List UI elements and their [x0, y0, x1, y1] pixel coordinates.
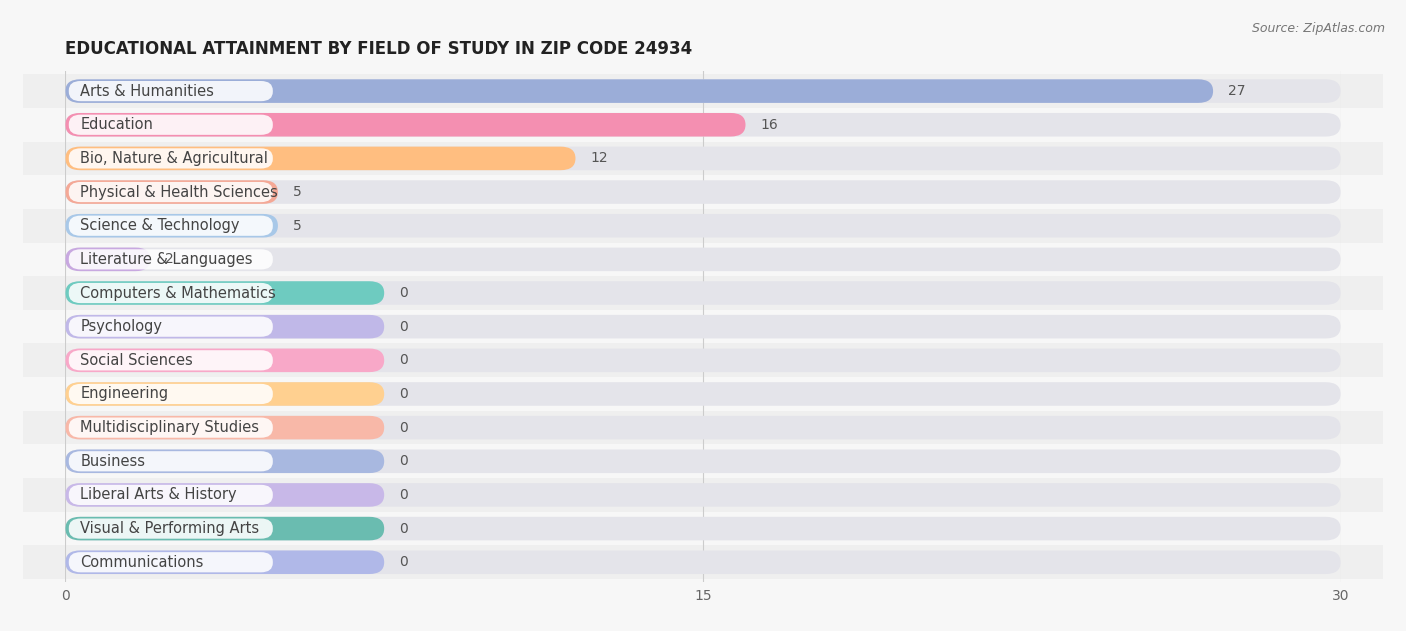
- Bar: [22, 175, 1384, 209]
- Text: 0: 0: [399, 286, 408, 300]
- Bar: [22, 478, 1384, 512]
- Text: Visual & Performing Arts: Visual & Performing Arts: [80, 521, 259, 536]
- FancyBboxPatch shape: [69, 418, 273, 438]
- FancyBboxPatch shape: [66, 517, 1340, 540]
- Bar: [22, 444, 1384, 478]
- Text: 5: 5: [292, 185, 301, 199]
- Text: 5: 5: [292, 219, 301, 233]
- FancyBboxPatch shape: [66, 517, 384, 540]
- FancyBboxPatch shape: [66, 247, 150, 271]
- FancyBboxPatch shape: [66, 550, 384, 574]
- Text: Liberal Arts & History: Liberal Arts & History: [80, 487, 236, 502]
- FancyBboxPatch shape: [69, 451, 273, 471]
- Text: Multidisciplinary Studies: Multidisciplinary Studies: [80, 420, 259, 435]
- Text: Communications: Communications: [80, 555, 204, 570]
- Text: 0: 0: [399, 421, 408, 435]
- FancyBboxPatch shape: [66, 315, 384, 338]
- FancyBboxPatch shape: [66, 146, 1340, 170]
- Text: Source: ZipAtlas.com: Source: ZipAtlas.com: [1251, 22, 1385, 35]
- Bar: [22, 74, 1384, 108]
- Bar: [22, 209, 1384, 242]
- FancyBboxPatch shape: [69, 216, 273, 236]
- Text: Social Sciences: Social Sciences: [80, 353, 193, 368]
- Text: 0: 0: [399, 555, 408, 569]
- Bar: [22, 545, 1384, 579]
- FancyBboxPatch shape: [66, 247, 1340, 271]
- Text: Physical & Health Sciences: Physical & Health Sciences: [80, 184, 278, 199]
- FancyBboxPatch shape: [69, 519, 273, 539]
- Bar: [22, 377, 1384, 411]
- Text: EDUCATIONAL ATTAINMENT BY FIELD OF STUDY IN ZIP CODE 24934: EDUCATIONAL ATTAINMENT BY FIELD OF STUDY…: [66, 40, 693, 58]
- FancyBboxPatch shape: [66, 416, 384, 439]
- FancyBboxPatch shape: [66, 214, 1340, 237]
- Text: 0: 0: [399, 454, 408, 468]
- Text: Arts & Humanities: Arts & Humanities: [80, 83, 214, 98]
- FancyBboxPatch shape: [66, 483, 1340, 507]
- Text: 16: 16: [761, 118, 778, 132]
- Text: Engineering: Engineering: [80, 386, 169, 401]
- Bar: [22, 141, 1384, 175]
- FancyBboxPatch shape: [69, 485, 273, 505]
- FancyBboxPatch shape: [66, 382, 1340, 406]
- FancyBboxPatch shape: [69, 81, 273, 101]
- FancyBboxPatch shape: [66, 449, 1340, 473]
- Text: Business: Business: [80, 454, 145, 469]
- FancyBboxPatch shape: [66, 449, 384, 473]
- Text: 0: 0: [399, 522, 408, 536]
- FancyBboxPatch shape: [66, 214, 278, 237]
- FancyBboxPatch shape: [66, 348, 384, 372]
- Text: Education: Education: [80, 117, 153, 133]
- FancyBboxPatch shape: [66, 382, 384, 406]
- FancyBboxPatch shape: [66, 281, 1340, 305]
- FancyBboxPatch shape: [66, 483, 384, 507]
- FancyBboxPatch shape: [66, 80, 1340, 103]
- FancyBboxPatch shape: [66, 113, 745, 136]
- Text: 0: 0: [399, 488, 408, 502]
- Text: 12: 12: [591, 151, 607, 165]
- FancyBboxPatch shape: [66, 180, 278, 204]
- FancyBboxPatch shape: [69, 317, 273, 337]
- Bar: [22, 276, 1384, 310]
- Bar: [22, 512, 1384, 545]
- Text: Psychology: Psychology: [80, 319, 162, 334]
- FancyBboxPatch shape: [66, 550, 1340, 574]
- Bar: [22, 242, 1384, 276]
- Text: 2: 2: [166, 252, 174, 266]
- Text: Bio, Nature & Agricultural: Bio, Nature & Agricultural: [80, 151, 269, 166]
- FancyBboxPatch shape: [66, 348, 1340, 372]
- FancyBboxPatch shape: [66, 281, 384, 305]
- Bar: [22, 343, 1384, 377]
- FancyBboxPatch shape: [66, 315, 1340, 338]
- FancyBboxPatch shape: [69, 283, 273, 303]
- FancyBboxPatch shape: [66, 80, 1213, 103]
- Text: 0: 0: [399, 320, 408, 334]
- Text: 0: 0: [399, 353, 408, 367]
- Text: 0: 0: [399, 387, 408, 401]
- FancyBboxPatch shape: [69, 350, 273, 370]
- Bar: [22, 411, 1384, 444]
- FancyBboxPatch shape: [69, 552, 273, 572]
- Text: Literature & Languages: Literature & Languages: [80, 252, 253, 267]
- FancyBboxPatch shape: [66, 416, 1340, 439]
- FancyBboxPatch shape: [69, 148, 273, 168]
- FancyBboxPatch shape: [69, 249, 273, 269]
- FancyBboxPatch shape: [69, 182, 273, 202]
- Bar: [22, 310, 1384, 343]
- FancyBboxPatch shape: [69, 384, 273, 404]
- FancyBboxPatch shape: [66, 113, 1340, 136]
- Text: 27: 27: [1227, 84, 1246, 98]
- FancyBboxPatch shape: [69, 115, 273, 135]
- Text: Science & Technology: Science & Technology: [80, 218, 240, 233]
- FancyBboxPatch shape: [66, 146, 575, 170]
- Bar: [22, 108, 1384, 141]
- FancyBboxPatch shape: [66, 180, 1340, 204]
- Text: Computers & Mathematics: Computers & Mathematics: [80, 285, 276, 300]
